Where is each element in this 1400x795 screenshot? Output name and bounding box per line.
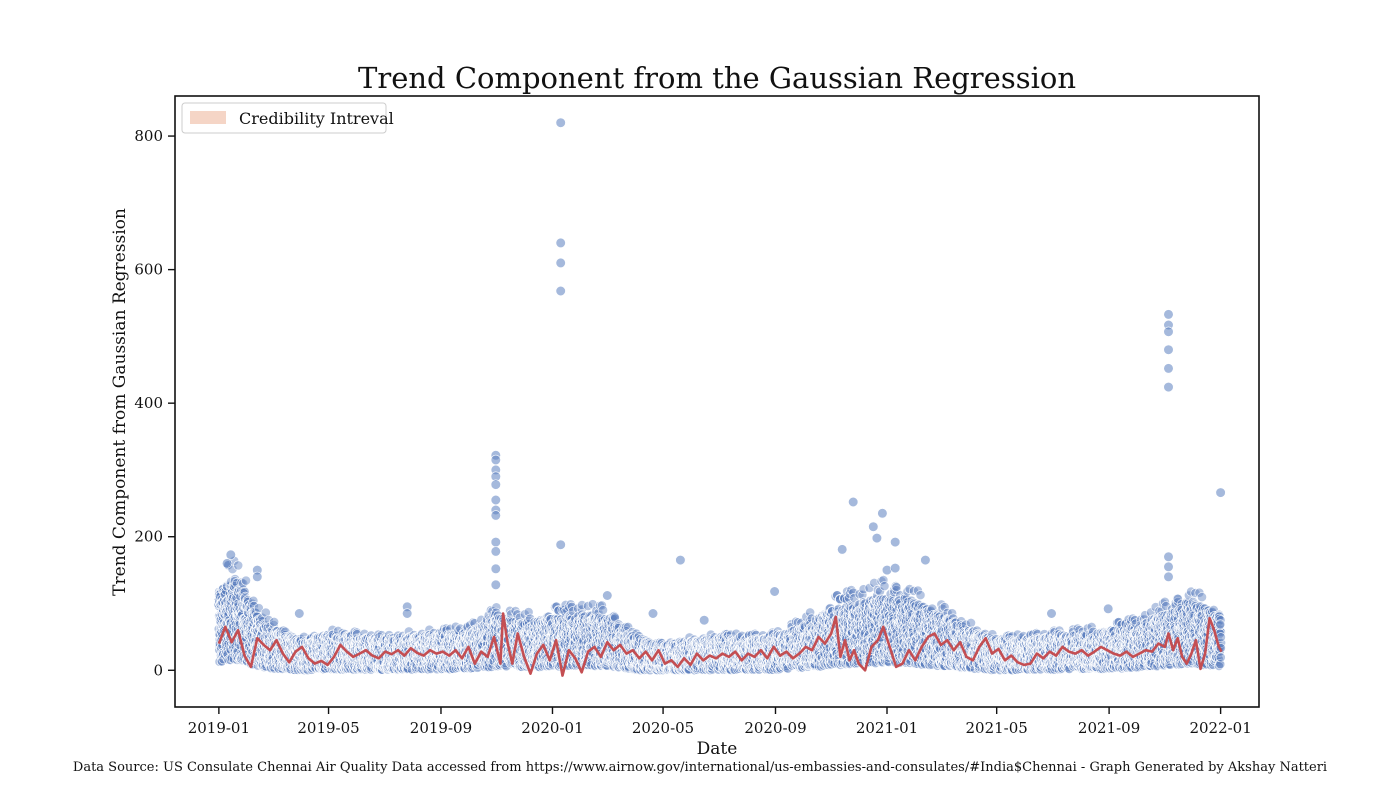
scatter-point [241, 575, 251, 586]
scatter-points [213, 117, 1226, 676]
scatter-point [598, 605, 608, 615]
scatter-point [269, 617, 279, 627]
scatter-point [233, 560, 244, 571]
chart-title: Trend Component from the Gaussian Regres… [358, 61, 1076, 95]
